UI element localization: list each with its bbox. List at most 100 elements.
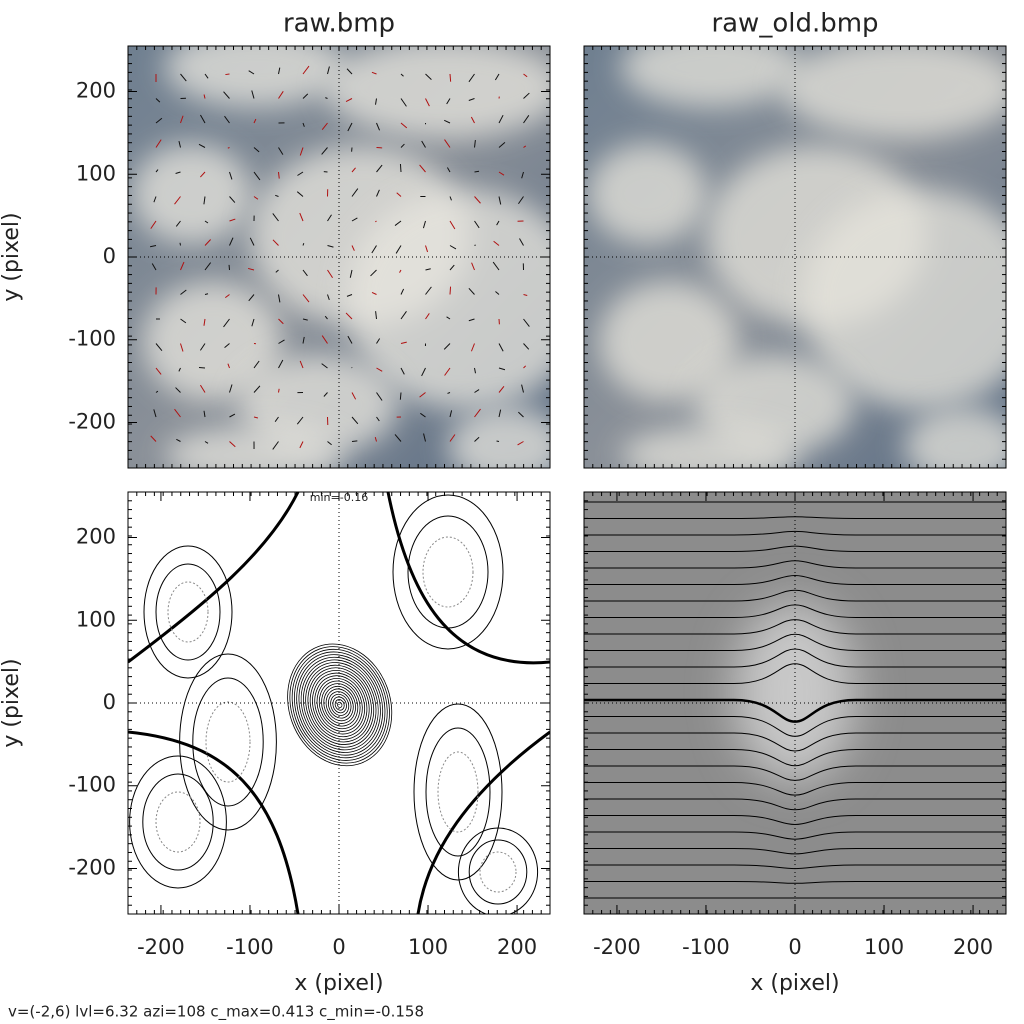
vector: [227, 147, 230, 149]
vector: [321, 122, 328, 130]
vector: [496, 220, 500, 226]
vector: [521, 171, 524, 179]
vector: [492, 261, 500, 271]
vector: [498, 196, 502, 205]
vector: [227, 363, 230, 369]
vector: [180, 343, 184, 352]
vector: [370, 269, 377, 277]
vector: [200, 384, 206, 393]
vector: [199, 171, 206, 178]
vector: [449, 73, 452, 82]
vector: [425, 268, 431, 271]
vector: [299, 360, 304, 369]
contour-line: [316, 678, 363, 732]
contour-line: [584, 732, 1006, 752]
vector: [296, 416, 304, 425]
vector: [299, 441, 304, 449]
vector: [376, 416, 380, 422]
contour-line: [584, 881, 1006, 884]
vector: [248, 294, 255, 302]
vector: [155, 367, 162, 375]
contour-line: [584, 749, 1006, 767]
vector: [229, 218, 236, 222]
contour-line: [468, 839, 528, 905]
vector: [150, 435, 157, 442]
vector: [449, 264, 455, 271]
contour-line: [584, 530, 1006, 536]
contour-line: [584, 589, 1006, 602]
contour-line: [334, 699, 345, 711]
vector: [523, 92, 530, 99]
vector: [248, 70, 255, 75]
contour-line: [298, 656, 381, 753]
vector: [351, 440, 358, 442]
contour-line: [309, 670, 370, 740]
vector: [494, 73, 500, 81]
vector: [425, 245, 429, 253]
contour-line: [300, 659, 379, 751]
vector: [321, 147, 328, 155]
x-tick-label: -100: [682, 935, 730, 959]
vector: [399, 163, 402, 173]
vector: [523, 145, 527, 148]
vector: [474, 196, 481, 204]
panel: [584, 492, 1006, 914]
vector: [400, 73, 404, 77]
cloud: [801, 189, 1006, 410]
y-tick-label: -100: [68, 327, 116, 351]
vector: [400, 341, 407, 344]
vector: [468, 73, 475, 83]
vector: [371, 291, 377, 295]
vector: [302, 65, 310, 75]
vector: [327, 66, 330, 75]
vector: [176, 438, 181, 442]
vector: [150, 220, 157, 229]
contour-line: [457, 827, 539, 914]
contour-line: [584, 574, 1006, 585]
vector: [474, 170, 480, 173]
y-tick-label: 100: [76, 607, 116, 631]
vector: [327, 245, 334, 248]
vector: [351, 167, 356, 173]
y-tick-label: 0: [103, 244, 116, 268]
x-tick-label: -200: [137, 935, 185, 959]
vector: [470, 343, 475, 352]
vector: [278, 67, 281, 75]
vector: [444, 139, 451, 148]
vector: [399, 269, 402, 273]
vector: [468, 318, 475, 322]
vector: [375, 220, 377, 223]
contour-line: [294, 651, 386, 759]
vector: [174, 196, 181, 205]
vector: [229, 441, 236, 448]
vector: [495, 291, 500, 295]
vector: [299, 212, 304, 222]
vector: [274, 416, 279, 422]
contour-line: [584, 848, 1006, 855]
contour-line: [314, 675, 365, 735]
contour-line: [289, 646, 390, 764]
contour-line: [287, 643, 393, 767]
cloud: [345, 189, 550, 410]
vector: [468, 288, 475, 295]
vector: [150, 245, 157, 248]
contour-line: [584, 633, 1006, 651]
vector: [155, 169, 159, 173]
vector: [204, 239, 211, 246]
vector: [446, 316, 451, 320]
y-axis-label: y (pixel): [0, 658, 24, 747]
vector: [278, 339, 285, 344]
cloud: [780, 46, 1006, 139]
vector: [272, 213, 279, 222]
vector: [523, 294, 528, 296]
panel: [584, 46, 1006, 468]
cloud: [620, 425, 801, 468]
vector: [198, 366, 206, 369]
vector: [253, 416, 259, 419]
vector: [376, 338, 381, 344]
vector: [251, 90, 255, 99]
vector: [468, 98, 475, 101]
contour-line: [205, 701, 251, 783]
vector: [199, 343, 206, 351]
vector: [174, 408, 181, 418]
